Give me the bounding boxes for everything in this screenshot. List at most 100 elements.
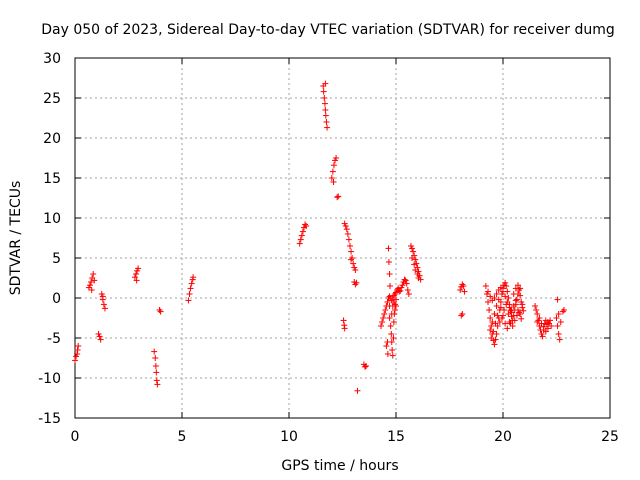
data-point bbox=[409, 255, 416, 261]
y-tick-label: 25 bbox=[43, 91, 61, 107]
data-point bbox=[405, 291, 412, 297]
data-point bbox=[329, 168, 336, 175]
data-point bbox=[187, 285, 194, 292]
x-axis-label: GPS time / hours bbox=[281, 458, 398, 474]
data-point bbox=[554, 296, 561, 303]
x-tick-label: 0 bbox=[71, 429, 80, 445]
data-point bbox=[491, 311, 498, 317]
data-point bbox=[544, 319, 551, 325]
data-point bbox=[534, 311, 541, 317]
data-point bbox=[386, 315, 393, 321]
data-point bbox=[415, 275, 422, 281]
gridlines bbox=[75, 58, 610, 418]
data-point bbox=[391, 301, 398, 308]
data-point bbox=[557, 319, 564, 325]
data-point bbox=[497, 304, 504, 311]
data-point bbox=[493, 303, 500, 309]
data-point bbox=[90, 271, 97, 277]
data-point bbox=[487, 293, 494, 300]
data-point bbox=[388, 339, 395, 345]
data-point bbox=[153, 369, 160, 376]
data-point bbox=[296, 240, 303, 247]
y-tick-label: 0 bbox=[52, 291, 61, 307]
data-point bbox=[555, 331, 562, 337]
x-tick-labels: 0 5 10 15 20 25 bbox=[71, 429, 619, 445]
data-point bbox=[520, 307, 527, 314]
data-point bbox=[385, 259, 392, 265]
data-point bbox=[346, 243, 353, 249]
data-point bbox=[496, 319, 503, 325]
data-point bbox=[502, 279, 509, 286]
data-point bbox=[303, 223, 310, 229]
data-point bbox=[190, 274, 197, 281]
data-point bbox=[500, 288, 506, 295]
data-point bbox=[390, 335, 397, 341]
data-point bbox=[539, 333, 546, 340]
data-point bbox=[381, 311, 388, 317]
data-point bbox=[459, 311, 466, 317]
data-point bbox=[511, 317, 518, 324]
data-point bbox=[396, 288, 403, 295]
data-point bbox=[493, 331, 500, 337]
data-point bbox=[505, 311, 512, 317]
data-point bbox=[498, 315, 505, 321]
data-point bbox=[380, 315, 387, 321]
data-point bbox=[516, 309, 523, 316]
data-point bbox=[342, 223, 349, 229]
data-point bbox=[399, 282, 406, 289]
data-point bbox=[72, 357, 78, 364]
data-point bbox=[97, 336, 104, 343]
data-point bbox=[348, 256, 355, 263]
data-point bbox=[320, 88, 327, 95]
data-point bbox=[402, 277, 409, 284]
y-axis-label: SDTVAR / TECUs bbox=[8, 181, 24, 296]
data-point bbox=[397, 287, 404, 294]
data-point bbox=[354, 387, 361, 394]
data-point bbox=[384, 299, 391, 305]
data-point bbox=[492, 320, 499, 327]
data-point bbox=[152, 355, 159, 361]
data-point bbox=[410, 248, 417, 255]
data-point bbox=[131, 274, 138, 281]
data-point bbox=[548, 323, 555, 329]
data-point bbox=[401, 276, 408, 283]
data-point bbox=[345, 236, 352, 243]
y-tick-label: 30 bbox=[43, 51, 61, 67]
data-point bbox=[533, 307, 540, 313]
data-point bbox=[555, 311, 562, 317]
data-point bbox=[457, 287, 464, 293]
data-point bbox=[492, 336, 499, 343]
data-point bbox=[517, 285, 524, 292]
data-point bbox=[387, 283, 394, 289]
data-point bbox=[96, 333, 103, 340]
data-point bbox=[86, 282, 93, 289]
data-point bbox=[517, 292, 524, 299]
data-point bbox=[185, 297, 192, 304]
data-point bbox=[505, 295, 512, 301]
data-point bbox=[324, 124, 331, 131]
data-point bbox=[101, 305, 108, 312]
data-point bbox=[487, 327, 494, 333]
data-point bbox=[340, 317, 347, 324]
data-point bbox=[348, 248, 355, 255]
data-point bbox=[88, 279, 95, 285]
data-point bbox=[153, 377, 160, 384]
data-point bbox=[504, 325, 511, 332]
chart-title: Day 050 of 2023, Sidereal Day-to-day VTE… bbox=[41, 22, 615, 38]
data-point bbox=[540, 323, 547, 330]
data-point bbox=[493, 291, 500, 297]
data-point bbox=[335, 193, 342, 200]
data-point bbox=[519, 301, 526, 308]
data-point bbox=[330, 162, 337, 169]
data-point bbox=[321, 95, 328, 101]
x-tick-label: 15 bbox=[387, 429, 405, 445]
data-point bbox=[133, 277, 140, 284]
data-point bbox=[390, 319, 397, 325]
data-point bbox=[363, 363, 370, 369]
data-point bbox=[100, 301, 107, 308]
data-point bbox=[503, 283, 510, 289]
data-point bbox=[74, 347, 81, 353]
data-point bbox=[502, 293, 509, 300]
